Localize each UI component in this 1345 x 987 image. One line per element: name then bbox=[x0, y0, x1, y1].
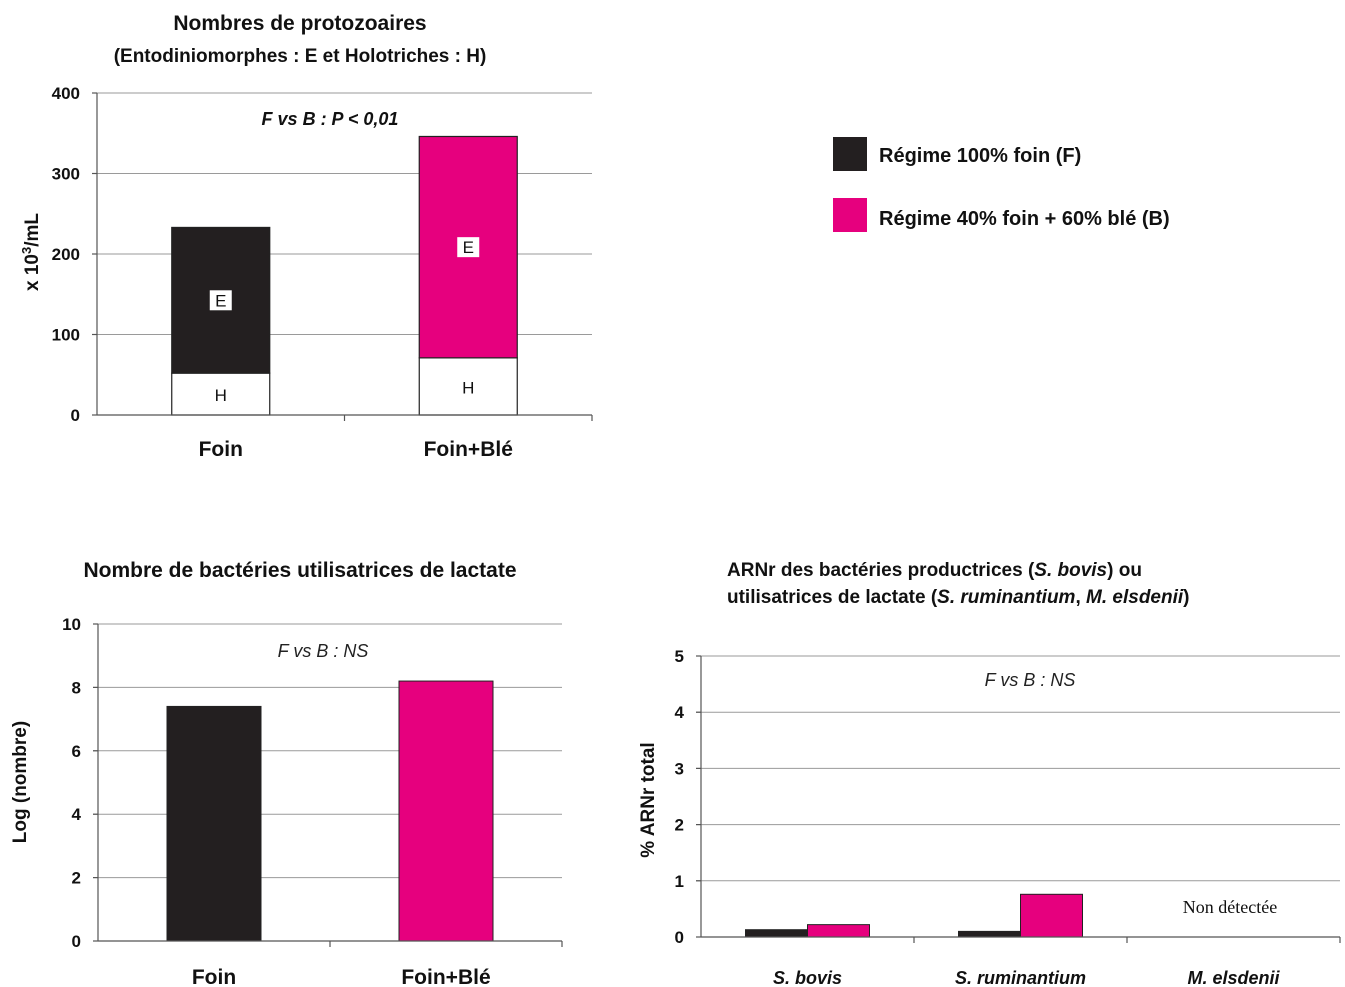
arnr-y-tick-label: 2 bbox=[675, 816, 684, 835]
lactate-title: Nombre de bactéries utilisatrices de lac… bbox=[83, 559, 516, 582]
arnr-bar-B bbox=[1020, 893, 1083, 938]
protozoa-y-tick-label: 100 bbox=[52, 326, 80, 345]
arnr-grid bbox=[696, 655, 1340, 882]
protozoa-bar-H bbox=[171, 372, 271, 416]
lactate-y-tick-label: 4 bbox=[72, 805, 82, 824]
arnr-y-tick-label: 1 bbox=[675, 872, 684, 891]
arnr-y-tick-label: 3 bbox=[675, 759, 684, 778]
protozoa-bar-H bbox=[418, 357, 518, 416]
arnr-y-tick-label: 0 bbox=[675, 928, 684, 947]
protozoa-segment-label-box-E bbox=[209, 290, 232, 311]
protozoa-y-label-exponent: 3 bbox=[19, 247, 34, 254]
protozoa-category-label: Foin bbox=[199, 438, 243, 461]
lactate-y-tick-label: 8 bbox=[72, 678, 81, 697]
protozoa-title: Nombres de protozoaires bbox=[173, 12, 426, 35]
arnr-y-label: % ARNr total bbox=[638, 742, 659, 857]
protozoa-chart: Nombres de protozoaires (Entodiniomorphe… bbox=[19, 12, 593, 461]
protozoa-segment-label-box-E bbox=[457, 237, 480, 258]
arnr-bar-F bbox=[745, 929, 808, 938]
lactate-y-tick-label: 0 bbox=[72, 932, 81, 951]
protozoa-segment-label-E: E bbox=[463, 238, 474, 257]
arnr-category-label: S. ruminantium bbox=[955, 968, 1086, 987]
arnr-title-sbovis: S. bovis bbox=[1034, 560, 1107, 581]
lactate-y-tick-label: 10 bbox=[62, 615, 81, 634]
protozoa-axes: 0 100 200 300 400 bbox=[52, 84, 593, 425]
protozoa-y-tick-label: 200 bbox=[52, 245, 80, 264]
legend-label-B: Régime 40% foin + 60% blé (B) bbox=[879, 208, 1170, 230]
protozoa-y-label-unit: /mL bbox=[22, 213, 43, 247]
lactate-y-label: Log (nombre) bbox=[10, 721, 31, 843]
lactate-bar bbox=[166, 705, 262, 942]
protozoa-y-label: x 103/mL bbox=[19, 213, 43, 291]
arnr-title-melsdenii: M. elsdenii bbox=[1086, 587, 1184, 608]
protozoa-y-tick-label: 400 bbox=[52, 84, 80, 103]
lactate-chart: Nombre de bactéries utilisatrices de lac… bbox=[10, 559, 563, 987]
arnr-annotation: F vs B : NS bbox=[985, 670, 1076, 690]
arnr-bar-B bbox=[807, 924, 870, 938]
protozoa-segment-label-E: E bbox=[215, 291, 226, 310]
arnr-note-not-detected: Non détectée bbox=[1183, 897, 1277, 917]
arnr-y-tick-label: 5 bbox=[675, 647, 684, 666]
arnr-bars: S. bovis S. ruminantium M. elsdenii bbox=[745, 893, 1281, 987]
legend: Régime 100% foin (F) Régime 40% foin + 6… bbox=[833, 137, 1170, 232]
lactate-y-tick-label: 2 bbox=[72, 869, 81, 888]
arnr-chart: ARNr des bactéries productrices (S. bovi… bbox=[638, 560, 1341, 987]
lactate-axes: 0 2 4 6 8 10 bbox=[62, 615, 563, 951]
protozoa-subtitle: (Entodiniomorphes : E et Holotriches : H… bbox=[114, 46, 487, 67]
arnr-axes: 0 1 2 3 4 5 bbox=[675, 647, 1341, 947]
arnr-category-label: M. elsdenii bbox=[1187, 968, 1280, 987]
arnr-y-tick-label: 4 bbox=[675, 703, 685, 722]
protozoa-y-tick-label: 300 bbox=[52, 165, 80, 184]
lactate-bar bbox=[398, 680, 494, 942]
lactate-annotation: F vs B : NS bbox=[278, 641, 369, 661]
protozoa-y-tick-label: 0 bbox=[71, 406, 80, 425]
lactate-y-tick-label: 6 bbox=[72, 742, 81, 761]
arnr-title-line1: ARNr des bactéries productrices (S. bovi… bbox=[727, 560, 1142, 581]
legend-swatch-F bbox=[833, 137, 867, 171]
arnr-title-line2: utilisatrices de lactate (S. ruminantium… bbox=[727, 587, 1189, 608]
legend-label-F: Régime 100% foin (F) bbox=[879, 145, 1081, 167]
protozoa-bars: H E Foin H E Foin+Blé bbox=[171, 135, 518, 461]
lactate-category-label: Foin+Blé bbox=[401, 966, 490, 987]
lactate-category-label: Foin bbox=[192, 966, 236, 987]
protozoa-segment-label-H: H bbox=[462, 378, 474, 397]
arnr-bar-F bbox=[958, 930, 1021, 938]
protozoa-segment-label-H: H bbox=[215, 386, 227, 405]
arnr-title-srum: S. ruminantium bbox=[937, 587, 1075, 608]
arnr-category-label: S. bovis bbox=[773, 968, 842, 987]
legend-swatch-B bbox=[833, 198, 867, 232]
protozoa-annotation: F vs B : P < 0,01 bbox=[262, 109, 399, 129]
protozoa-category-label: Foin+Blé bbox=[424, 438, 513, 461]
lactate-bars: Foin Foin+Blé bbox=[166, 680, 494, 987]
